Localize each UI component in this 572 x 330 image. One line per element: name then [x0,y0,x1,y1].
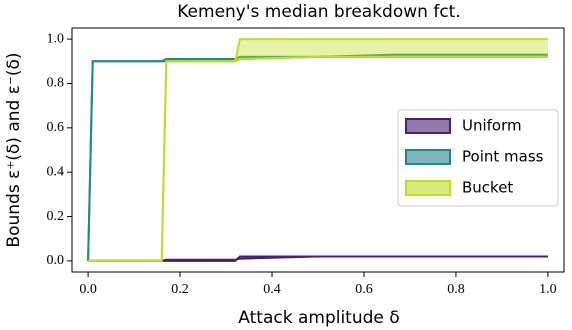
chart-title: Kemeny's median breakdown fct. [177,2,460,22]
y-tick-label: 0.2 [47,209,65,224]
legend: Uniform Point mass Bucket [397,109,559,207]
lower-line [88,55,548,262]
y-tick-label: 1.0 [47,31,65,46]
y-tick-label: 0.0 [47,253,65,268]
y-axis-label: Bounds ε⁺(δ) and ε⁻(δ) [4,52,24,247]
y-tick-label: 0.6 [47,120,65,135]
y-tick-label: 0.4 [47,164,65,179]
x-tick-label: 0.0 [79,282,97,297]
y-tick-label: 0.8 [47,76,65,91]
x-tick-label: 1.0 [539,282,557,297]
legend-swatch [405,180,451,196]
plot-frame [71,27,565,273]
x-axis-label: Attack amplitude δ [238,308,399,328]
legend-swatch [405,118,451,134]
legend-label: Uniform [462,117,522,135]
legend-swatch [405,149,451,165]
x-tick-label: 0.2 [171,282,189,297]
x-tick-label: 0.6 [355,282,373,297]
legend-label: Point mass [462,148,544,166]
legend-label: Bucket [462,179,513,197]
x-tick-label: 0.4 [263,282,281,297]
x-tick-label: 0.8 [447,282,465,297]
